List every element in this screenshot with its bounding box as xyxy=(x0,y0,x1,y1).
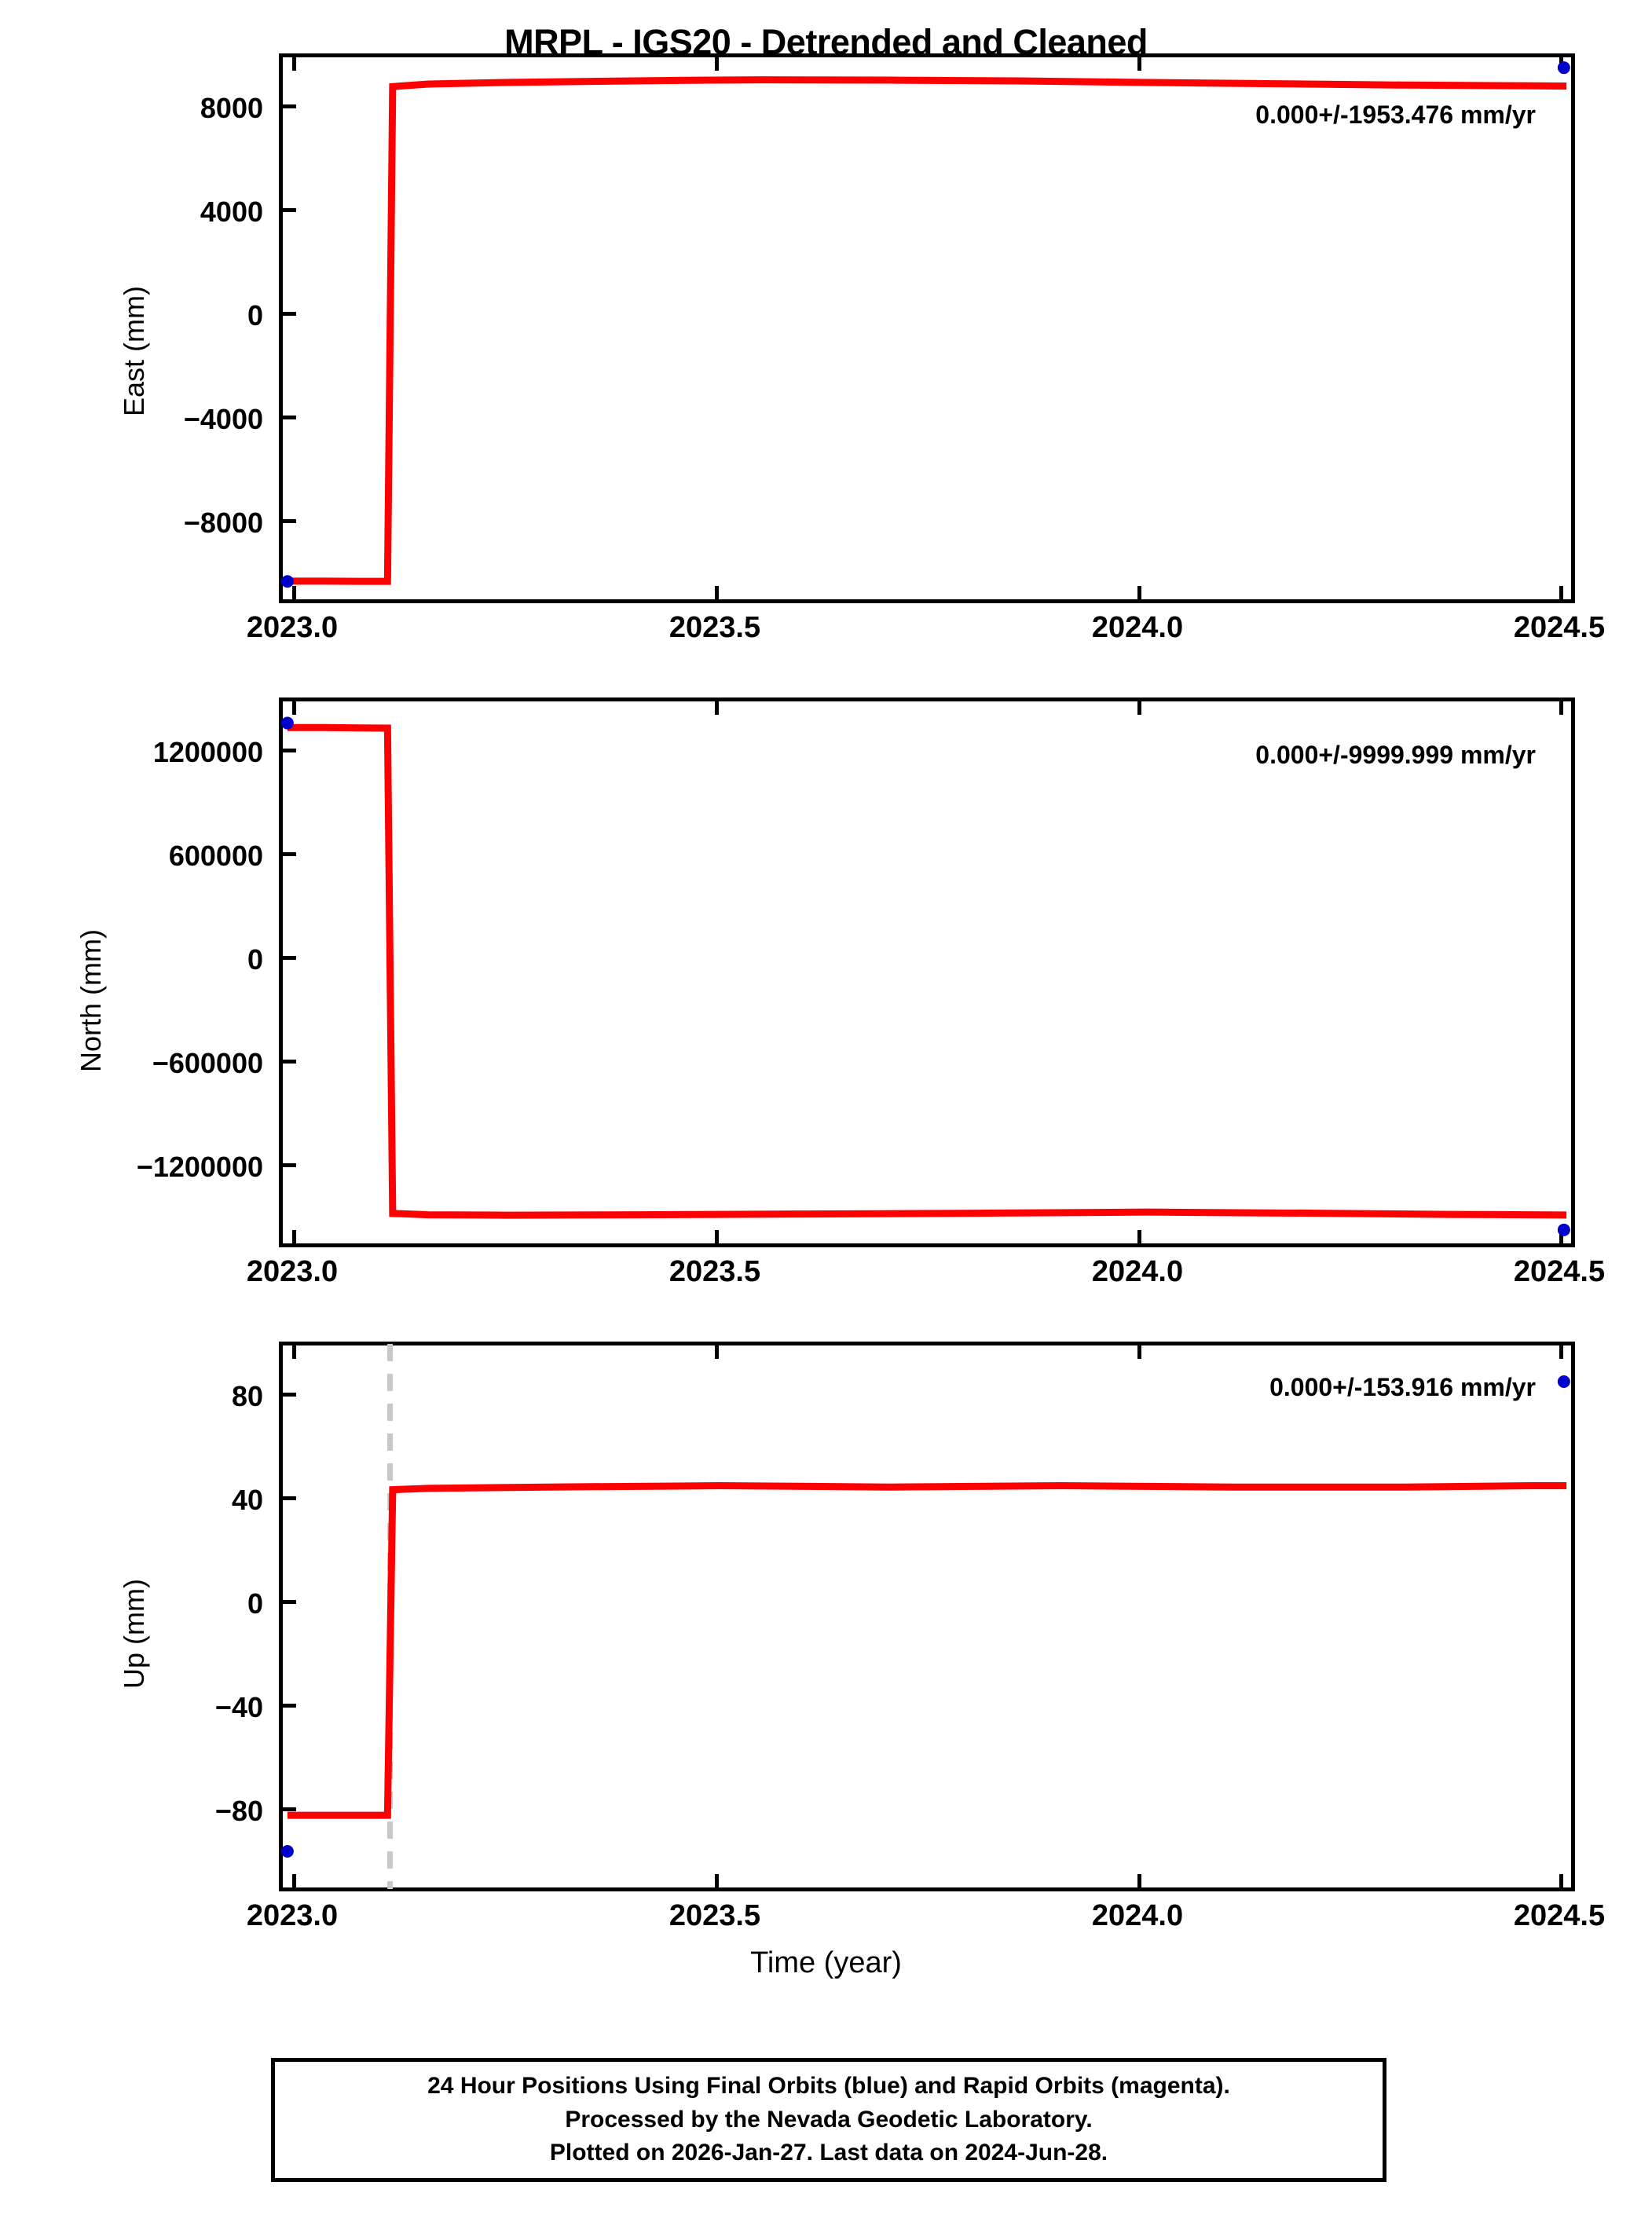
xtick-mark-north-b2 xyxy=(1137,1230,1141,1247)
ytick-mark-up-3 xyxy=(279,1704,296,1708)
axis-label-time: Time (year) xyxy=(750,1946,902,1979)
xtick-mark-east-1 xyxy=(715,53,719,71)
xtick-label-north-1: 2023.5 xyxy=(668,1255,761,1288)
xtick-label-up-1: 2023.5 xyxy=(668,1899,761,1932)
ytick-east-1: 4000 xyxy=(200,196,263,228)
xtick-mark-east-b0 xyxy=(292,586,296,603)
ytick-mark-north-1 xyxy=(279,852,296,856)
ytick-north-2: 0 xyxy=(247,943,263,976)
ytick-north-0: 1200000 xyxy=(152,736,263,768)
xtick-mark-up-0 xyxy=(292,1342,296,1359)
ytick-mark-up-2 xyxy=(279,1600,296,1604)
xtick-label-east-2: 2024.0 xyxy=(1091,611,1184,644)
xtick-label-up-0: 2023.0 xyxy=(246,1899,339,1932)
ytick-up-1: 40 xyxy=(231,1484,263,1516)
ytick-mark-east-2 xyxy=(279,312,296,316)
xtick-label-north-2: 2024.0 xyxy=(1091,1255,1184,1288)
ytick-east-3: −4000 xyxy=(183,403,263,435)
ytick-mark-east-3 xyxy=(279,416,296,419)
xtick-mark-north-2 xyxy=(1137,697,1141,715)
ytick-up-2: 0 xyxy=(247,1587,263,1620)
xtick-mark-north-1 xyxy=(715,697,719,715)
ytick-north-4: −1200000 xyxy=(136,1151,263,1183)
xtick-label-east-0: 2023.0 xyxy=(246,611,339,644)
ytick-east-2: 0 xyxy=(247,299,263,331)
ytick-mark-east-1 xyxy=(279,208,296,212)
xtick-mark-up-1 xyxy=(715,1342,719,1359)
ytick-east-0: 8000 xyxy=(200,92,263,124)
data-point-marker xyxy=(1557,61,1570,75)
ytick-mark-up-4 xyxy=(279,1807,296,1811)
data-point-marker xyxy=(280,716,294,730)
xtick-label-east-1: 2023.5 xyxy=(668,611,761,644)
xtick-mark-up-b0 xyxy=(292,1874,296,1891)
rate-annotation-north: 0.000+/-9999.999 mm/yr xyxy=(1255,741,1536,769)
ytick-mark-east-4 xyxy=(279,519,296,523)
plot-area-east xyxy=(279,53,1575,603)
xtick-mark-north-b0 xyxy=(292,1230,296,1247)
ytick-up-3: −40 xyxy=(214,1691,263,1723)
xtick-label-up-2: 2024.0 xyxy=(1091,1899,1184,1932)
xtick-mark-up-2 xyxy=(1137,1342,1141,1359)
ytick-mark-east-0 xyxy=(279,104,296,108)
ytick-mark-north-0 xyxy=(279,749,296,752)
xtick-mark-east-b2 xyxy=(1137,586,1141,603)
ytick-mark-up-0 xyxy=(279,1393,296,1397)
ytick-mark-north-2 xyxy=(279,956,296,960)
footer-line-2: Processed by the Nevada Geodetic Laborat… xyxy=(565,2106,1093,2133)
ytick-east-4: −8000 xyxy=(183,507,263,539)
xtick-mark-east-2 xyxy=(1137,53,1141,71)
xtick-mark-up-b1 xyxy=(715,1874,719,1891)
series-line xyxy=(287,1481,1567,1819)
ytick-up-4: −80 xyxy=(214,1795,263,1827)
ytick-north-1: 600000 xyxy=(168,840,263,872)
rate-annotation-up: 0.000+/-153.916 mm/yr xyxy=(1269,1373,1536,1401)
ytick-north-3: −600000 xyxy=(152,1047,263,1079)
xtick-label-north-0: 2023.0 xyxy=(246,1255,339,1288)
xtick-mark-up-b2 xyxy=(1137,1874,1141,1891)
xtick-label-up-3: 2024.5 xyxy=(1513,1899,1606,1932)
data-point-marker xyxy=(1557,1375,1570,1388)
footer-line-1: 24 Hour Positions Using Final Orbits (bl… xyxy=(427,2073,1230,2100)
data-point-marker xyxy=(1557,1223,1570,1236)
ytick-mark-north-4 xyxy=(279,1163,296,1167)
series-line xyxy=(287,76,1567,585)
series-line xyxy=(287,723,1567,1219)
data-point-marker xyxy=(280,575,294,588)
xtick-mark-up-b3 xyxy=(1559,1874,1563,1891)
footer-line-3: Plotted on 2026-Jan-27. Last data on 202… xyxy=(549,2140,1108,2166)
xtick-mark-east-b3 xyxy=(1559,586,1563,603)
footer-note-box: 24 Hour Positions Using Final Orbits (bl… xyxy=(271,2058,1386,2182)
data-point-marker xyxy=(280,1845,294,1858)
ytick-mark-north-3 xyxy=(279,1060,296,1064)
xtick-mark-north-3 xyxy=(1559,697,1563,715)
xtick-label-east-3: 2024.5 xyxy=(1513,611,1606,644)
plot-area-up xyxy=(279,1342,1575,1891)
xtick-mark-north-b1 xyxy=(715,1230,719,1247)
xtick-mark-east-b1 xyxy=(715,586,719,603)
xtick-mark-north-0 xyxy=(292,697,296,715)
xtick-mark-up-3 xyxy=(1559,1342,1563,1359)
plot-area-north xyxy=(279,697,1575,1247)
xtick-mark-east-0 xyxy=(292,53,296,71)
ytick-up-0: 80 xyxy=(231,1380,263,1412)
xtick-mark-north-b3 xyxy=(1559,1230,1563,1247)
ytick-mark-up-1 xyxy=(279,1496,296,1500)
xtick-label-north-3: 2024.5 xyxy=(1513,1255,1606,1288)
rate-annotation-east: 0.000+/-1953.476 mm/yr xyxy=(1255,101,1536,129)
